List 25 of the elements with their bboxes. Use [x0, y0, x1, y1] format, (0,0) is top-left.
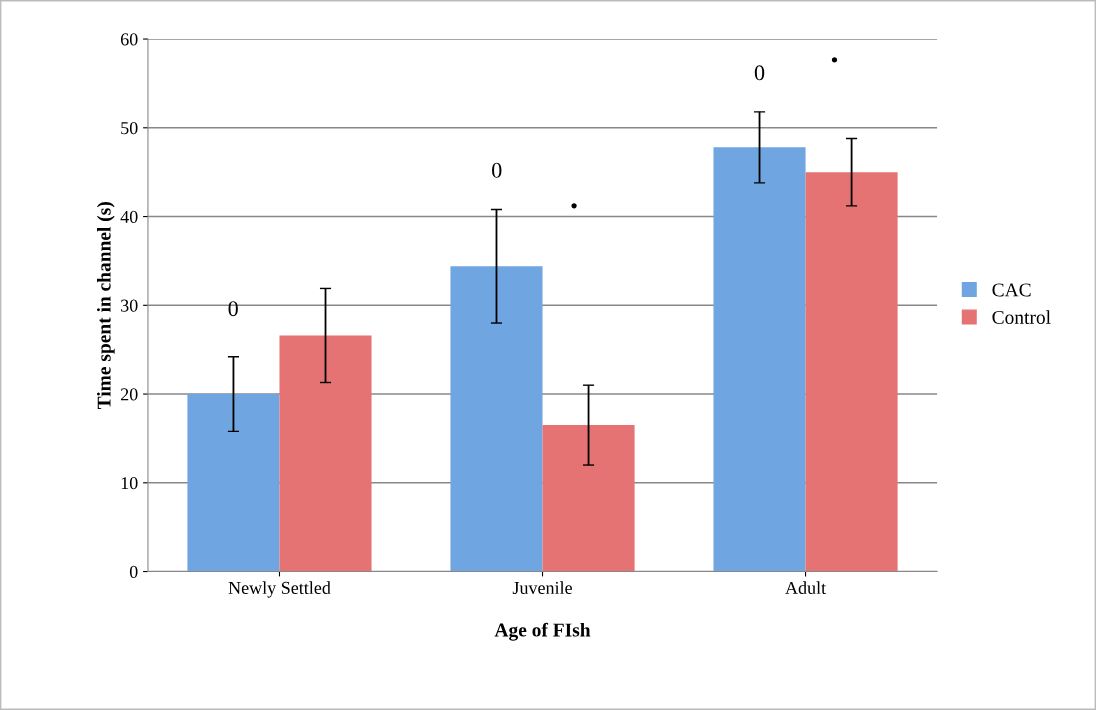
bar	[450, 266, 543, 572]
annotation: •	[831, 57, 838, 63]
annotation: 0	[754, 65, 765, 81]
annotation: 0	[228, 301, 238, 317]
x-tick-label: Newly Settled	[228, 581, 331, 598]
y-tick-label: 20	[120, 388, 138, 401]
y-tick-label: 0	[129, 565, 138, 578]
y-tick-label: 30	[121, 299, 138, 312]
y-tick-label: 40	[120, 210, 138, 223]
y-tick-label: 10	[121, 477, 138, 490]
annotation: •	[571, 203, 577, 209]
legend-label: Control	[992, 310, 1051, 324]
bar	[542, 425, 635, 572]
bar	[713, 147, 806, 572]
y-tick-label: 60	[120, 33, 138, 46]
y-tick-label: 50	[121, 122, 138, 135]
bar	[805, 172, 898, 572]
y-axis-title: Time spent in channel (s)	[96, 202, 115, 410]
bar	[187, 394, 280, 572]
x-tick-label: Adult	[785, 581, 827, 594]
legend-label: CAC	[992, 283, 1031, 297]
annotation: 0	[492, 162, 502, 178]
x-tick-label: Juvenile	[512, 581, 572, 594]
x-axis-title: Age of FIsh	[494, 622, 591, 641]
bar	[279, 335, 372, 572]
